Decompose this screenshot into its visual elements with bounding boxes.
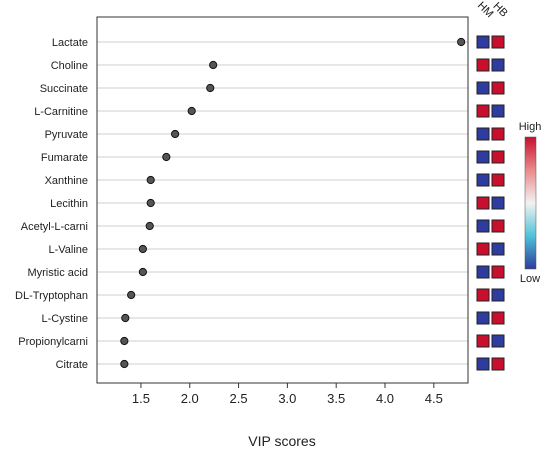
y-tick-label: DL-Tryptophan — [15, 290, 88, 302]
heatmap-cell — [476, 127, 490, 141]
data-points — [120, 37, 466, 369]
heatmap-cell — [491, 334, 505, 348]
data-point — [206, 83, 215, 93]
y-tick-label: Lecithin — [50, 198, 88, 210]
data-point — [146, 175, 155, 185]
data-point — [187, 106, 196, 116]
heatmap-cell — [491, 150, 505, 164]
heatmap-cell — [476, 104, 490, 118]
heatmap-cell — [476, 150, 490, 164]
heatmap-cell — [476, 173, 490, 187]
data-point — [121, 313, 130, 323]
x-tick-label: 1.5 — [132, 391, 150, 406]
heatmap-cell — [491, 173, 505, 187]
heatmap-cell — [491, 58, 505, 72]
heatmap-cell — [491, 265, 505, 279]
heatmap — [476, 35, 505, 371]
x-tick-label: 3.0 — [278, 391, 296, 406]
heatmap-cell — [491, 81, 505, 95]
y-tick-label: Choline — [51, 60, 88, 72]
heatmap-cell — [476, 81, 490, 95]
heatmap-cell — [491, 311, 505, 325]
heatmap-cell — [491, 196, 505, 210]
grid-lines — [97, 41, 468, 365]
heatmap-cell — [491, 104, 505, 118]
heatmap-cell — [476, 196, 490, 210]
data-point — [209, 60, 218, 70]
y-axis-labels: Lactate Choline Succinate L-Carnitine Pyruva… — [15, 37, 88, 371]
heatmap-cell — [491, 219, 505, 233]
heatmap-cell — [491, 288, 505, 302]
colorbar-gradient — [524, 136, 537, 270]
data-point — [162, 152, 171, 162]
plot-frame — [96, 16, 469, 384]
heatmap-cell — [476, 58, 490, 72]
x-tick-label: 4.0 — [376, 391, 394, 406]
x-axis: 1.5 2.0 2.5 3.0 3.5 4.0 4.5 — [132, 383, 443, 406]
x-tick-label: 4.5 — [425, 391, 443, 406]
y-tick-label: Pyruvate — [45, 129, 88, 141]
heatmap-cell — [491, 357, 505, 371]
x-tick-label: 2.0 — [181, 391, 199, 406]
data-point — [127, 290, 136, 300]
data-point — [138, 244, 147, 254]
heatmap-cell — [476, 357, 490, 371]
y-tick-label: Succinate — [40, 83, 88, 95]
heatmap-cell — [476, 334, 490, 348]
heatmap-cell — [491, 35, 505, 49]
heatmap-cell — [476, 288, 490, 302]
data-point — [171, 129, 180, 139]
y-tick-label: Fumarate — [41, 152, 88, 164]
data-point — [457, 37, 466, 47]
y-tick-label: Lactate — [52, 37, 88, 49]
heatmap-cell — [491, 242, 505, 256]
y-tick-label: Acetyl-L-carni — [21, 221, 88, 233]
x-tick-label: 2.5 — [230, 391, 248, 406]
data-point — [120, 336, 129, 346]
data-point — [120, 359, 129, 369]
colorbar-low-label: Low — [520, 273, 540, 285]
heatmap-column-label: HB — [490, 0, 509, 19]
y-tick-label: L-Valine — [48, 244, 88, 256]
heatmap-cell — [476, 311, 490, 325]
data-point — [138, 267, 147, 277]
heatmap-cell — [476, 242, 490, 256]
y-tick-label: Citrate — [56, 359, 88, 371]
x-axis-label: VIP scores — [248, 433, 315, 449]
data-point — [145, 221, 154, 231]
x-tick-label: 3.5 — [327, 391, 345, 406]
y-tick-label: Myristic acid — [27, 267, 88, 279]
data-point — [146, 198, 155, 208]
y-tick-label: Propionylcarni — [18, 336, 88, 348]
heatmap-cell — [476, 35, 490, 49]
y-tick-label: Xanthine — [45, 175, 88, 187]
heatmap-cell — [491, 127, 505, 141]
y-tick-label: L-Cystine — [42, 313, 88, 325]
colorbar-high-label: High — [519, 121, 542, 133]
heatmap-cell — [476, 265, 490, 279]
heatmap-cell — [476, 219, 490, 233]
colorbar: High Low — [519, 121, 542, 285]
y-tick-label: L-Carnitine — [34, 106, 88, 118]
